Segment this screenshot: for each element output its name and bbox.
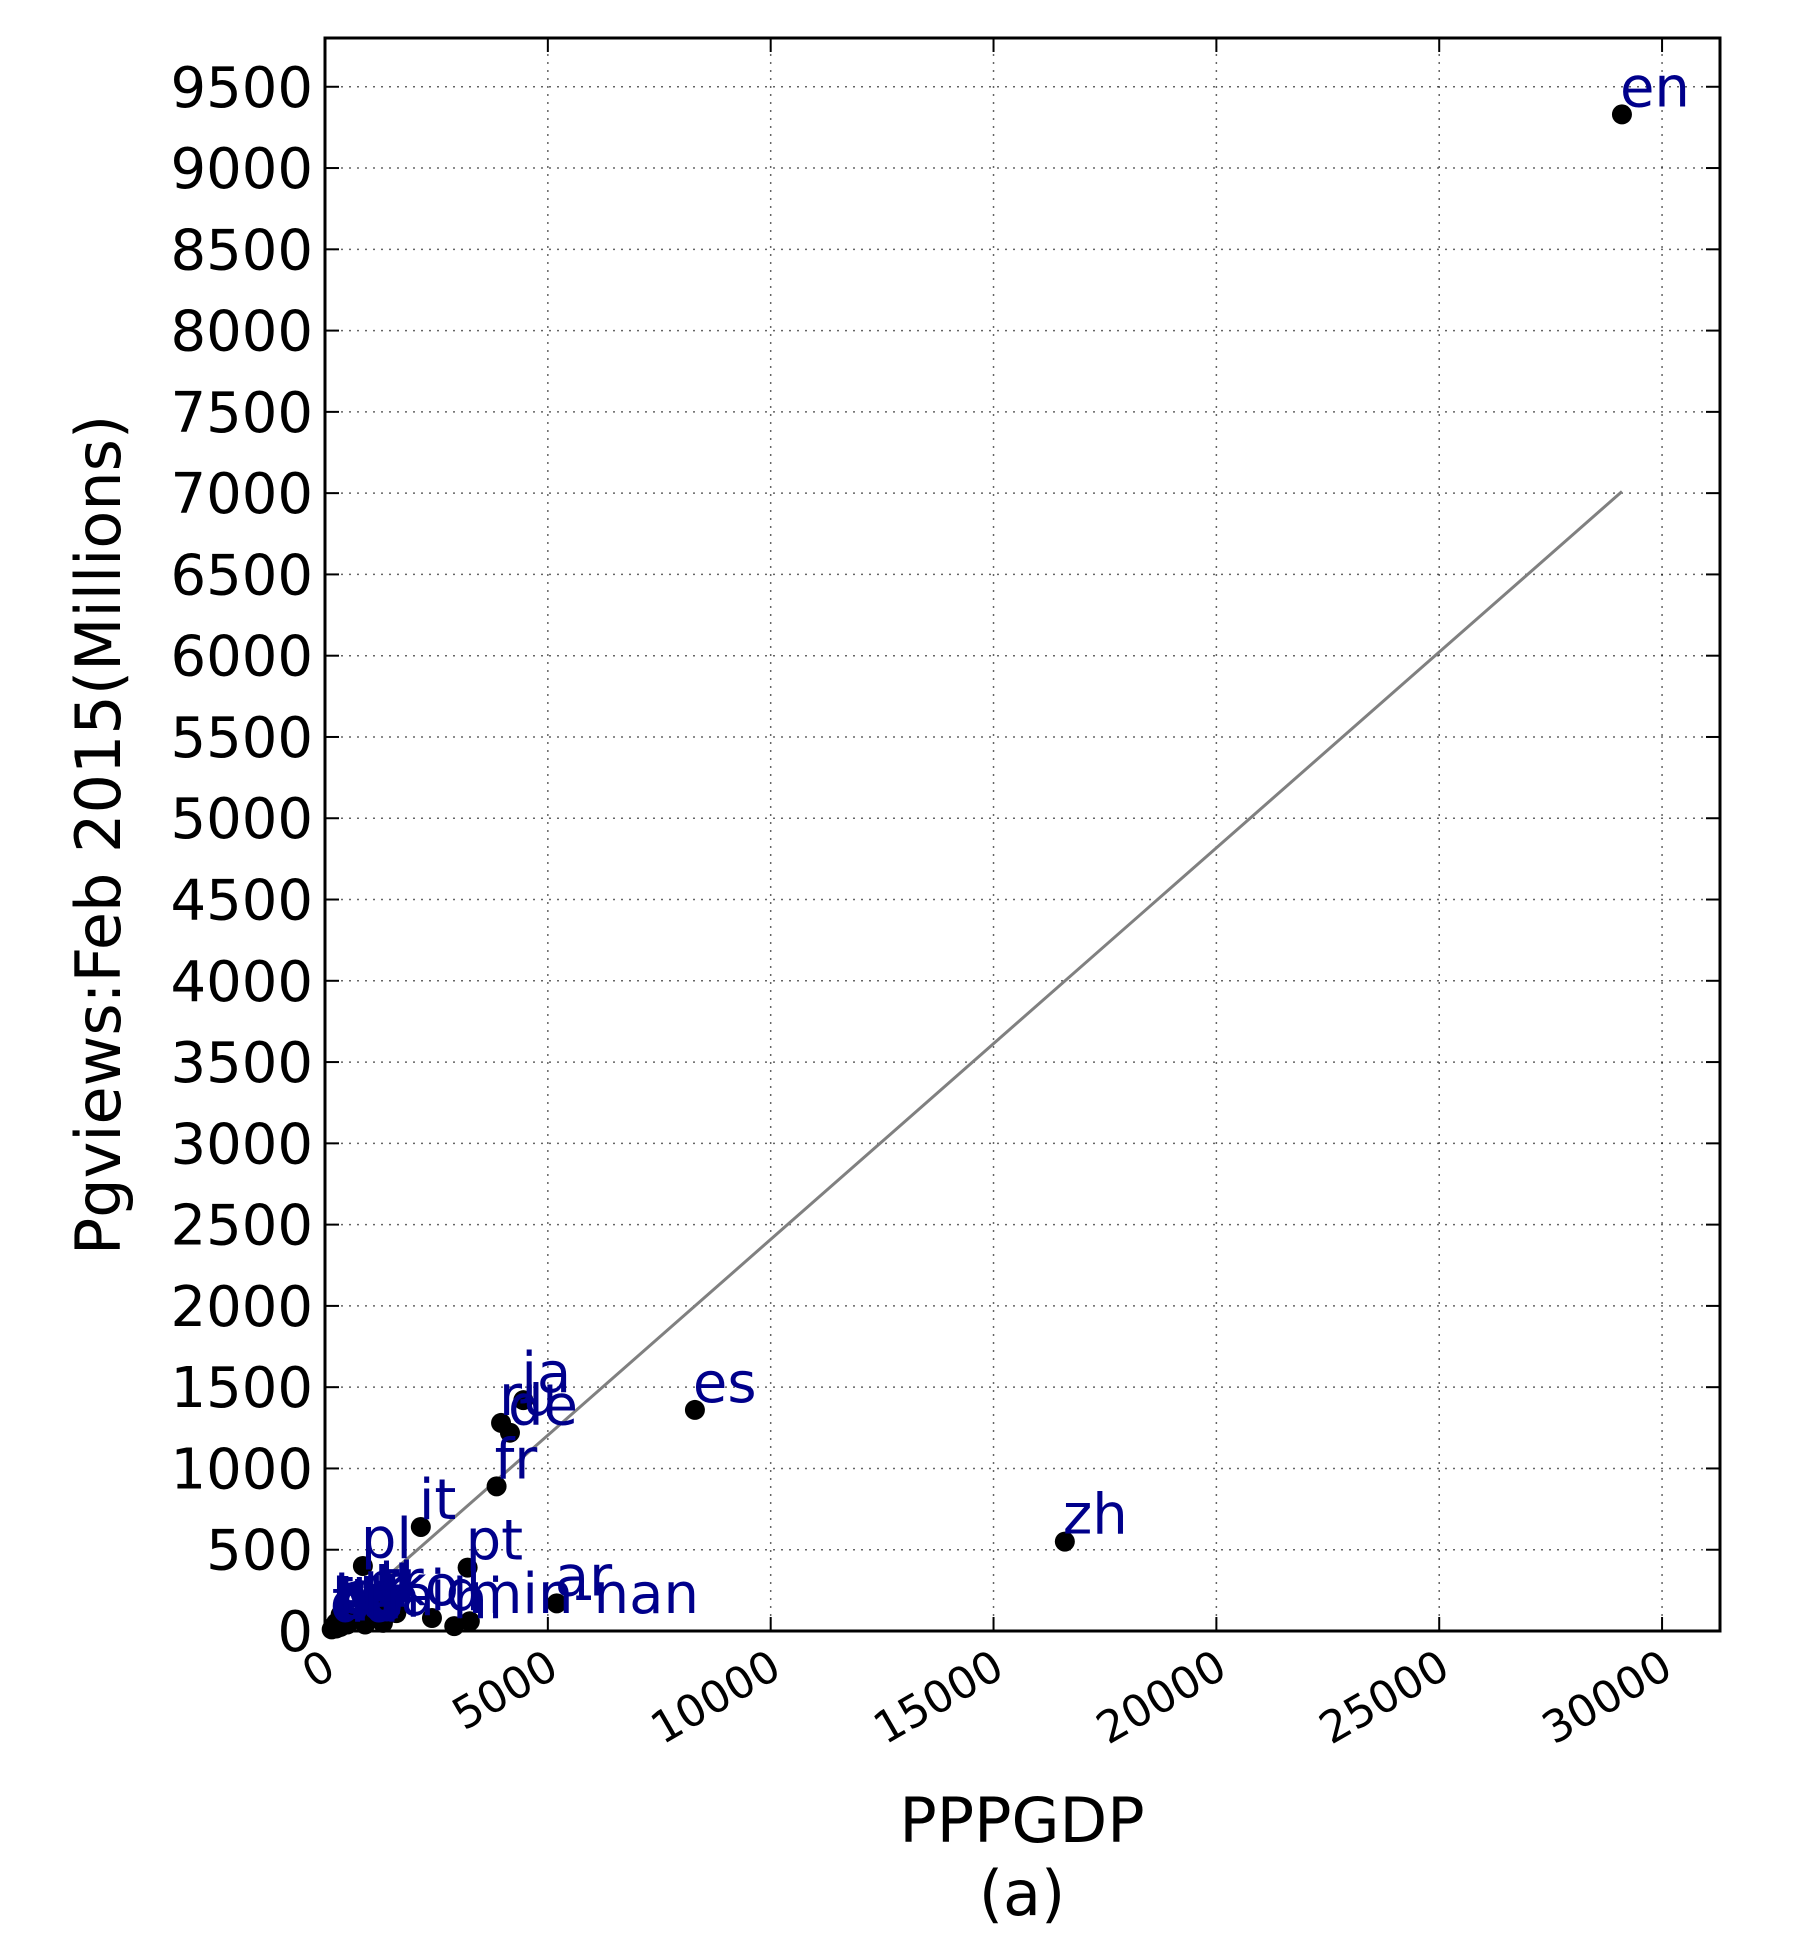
x-tick-label: 0	[294, 1640, 344, 1698]
y-tick-label: 4000	[170, 950, 313, 1015]
y-tick-label: 9000	[170, 137, 313, 202]
y-axis-title: Pgviews:Feb 2015(Millions)	[62, 415, 135, 1255]
y-tick-label: 3000	[170, 1112, 313, 1177]
data-point	[386, 1603, 407, 1624]
point-label: pt	[466, 1509, 524, 1574]
data-point	[1611, 104, 1632, 125]
point-label: nl	[363, 1551, 414, 1616]
plot-frame	[323, 36, 1722, 1633]
data-point	[457, 1557, 478, 1578]
x-tick-label: 15000	[865, 1640, 1012, 1754]
y-tick-label: 0	[277, 1600, 313, 1665]
y-tick-label: 4500	[170, 869, 313, 934]
point-label: he	[334, 1564, 404, 1629]
data-point	[1054, 1531, 1075, 1552]
point-label: uk	[339, 1556, 407, 1621]
y-tick-label: 7000	[170, 462, 313, 527]
y-tick-label: 6500	[170, 543, 313, 608]
point-label: fa	[381, 1564, 435, 1629]
data-point	[486, 1476, 507, 1497]
data-point	[499, 1422, 520, 1443]
data-point	[370, 1598, 391, 1619]
point-label: el	[334, 1567, 384, 1632]
data-point	[355, 1614, 376, 1635]
x-tick-label: 5000	[444, 1640, 566, 1740]
point-label: min-nan	[468, 1562, 699, 1627]
point-label: sv	[345, 1561, 407, 1626]
point-label: fi	[332, 1569, 367, 1634]
data-point	[459, 1611, 480, 1632]
point-label: es	[693, 1351, 757, 1416]
y-tick-label: 1000	[170, 1437, 313, 1502]
point-label: zh	[1063, 1483, 1128, 1548]
point-label: en	[1620, 55, 1690, 120]
x-tick-label: 25000	[1311, 1640, 1458, 1754]
point-label: fr	[495, 1427, 539, 1492]
plot-background	[325, 38, 1720, 1631]
x-tick-label: 30000	[1534, 1640, 1681, 1754]
point-label: de	[508, 1374, 578, 1439]
y-tick-label: 2000	[170, 1275, 313, 1340]
point-label: no	[334, 1570, 404, 1635]
point-label: ro	[339, 1568, 395, 1633]
data-point	[421, 1607, 442, 1628]
x-tick-label: 20000	[1088, 1640, 1235, 1754]
point-label: tr	[379, 1549, 425, 1614]
x-tick-label: 10000	[642, 1640, 789, 1754]
y-tick-label: 8000	[170, 300, 313, 365]
y-tick-label: 9500	[170, 56, 313, 121]
point-label: hu	[332, 1567, 403, 1632]
point-label: ar	[555, 1544, 613, 1609]
point-label: ru	[499, 1364, 558, 1429]
y-tick-label: 500	[206, 1519, 313, 1584]
chart-subtitle: (a)	[979, 1857, 1065, 1930]
point-label: pl	[361, 1507, 412, 1572]
y-tick-label: 1500	[170, 1356, 313, 1421]
data-point	[546, 1593, 567, 1614]
y-tick-label: 5500	[170, 706, 313, 771]
point-label: da	[330, 1570, 400, 1635]
y-tick-label: 6000	[170, 625, 313, 690]
y-tick-label: 2500	[170, 1194, 313, 1259]
y-tick-label: 7500	[170, 381, 313, 446]
y-tick-label: 5000	[170, 787, 313, 852]
y-tick-label: 8500	[170, 218, 313, 283]
point-label: vi	[345, 1565, 394, 1630]
data-points	[321, 104, 1632, 1640]
point-label: it	[419, 1468, 457, 1533]
point-label: cs	[336, 1562, 396, 1627]
data-point	[355, 1599, 376, 1620]
fit-line	[324, 490, 1623, 1633]
point-label: th	[363, 1565, 420, 1630]
point-label: ko	[394, 1554, 459, 1619]
y-tick-label: 3500	[170, 1031, 313, 1096]
data-point	[684, 1399, 705, 1420]
point-label: ja	[519, 1341, 571, 1406]
data-point	[513, 1390, 534, 1411]
data-point	[352, 1555, 373, 1576]
point-label: hi	[452, 1567, 503, 1632]
x-axis-title: PPPGDP	[899, 1784, 1144, 1857]
data-point	[410, 1516, 431, 1537]
fit-line-layer	[324, 490, 1623, 1633]
point-label: id	[430, 1559, 481, 1624]
